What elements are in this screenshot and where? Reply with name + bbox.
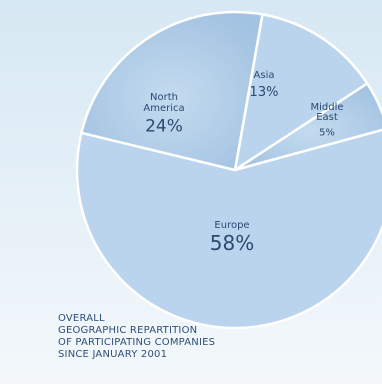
title-line: SINCE JANUARY 2001 bbox=[58, 349, 168, 360]
slice-percent-middle-east: 5% bbox=[319, 128, 335, 139]
title-line: OVERALL bbox=[58, 313, 105, 324]
pie-slice-europe bbox=[75, 128, 382, 330]
pie-slice-north-america bbox=[79, 10, 264, 172]
title-line: OF PARTICIPATING COMPANIES bbox=[58, 337, 216, 348]
pie-slices bbox=[75, 10, 382, 330]
slice-label-middle-east: East bbox=[316, 112, 338, 123]
chart-title: OVERALL GEOGRAPHIC REPARTITION OF PARTIC… bbox=[58, 313, 215, 361]
pie-slice-middle-east bbox=[234, 81, 382, 172]
slice-label-north-america: North bbox=[150, 92, 178, 103]
slice-label-europe: Europe bbox=[214, 220, 249, 231]
slice-label-middle-east: Middle bbox=[310, 102, 343, 113]
slice-percent-north-america: 24% bbox=[145, 116, 183, 136]
pie-slice-asia bbox=[233, 12, 369, 173]
slice-percent-asia: 13% bbox=[250, 85, 279, 100]
slice-label-north-america: America bbox=[143, 103, 184, 114]
slice-label-asia: Asia bbox=[254, 70, 275, 81]
slice-percent-europe: 58% bbox=[210, 231, 254, 255]
title-line: GEOGRAPHIC REPARTITION bbox=[58, 325, 198, 336]
